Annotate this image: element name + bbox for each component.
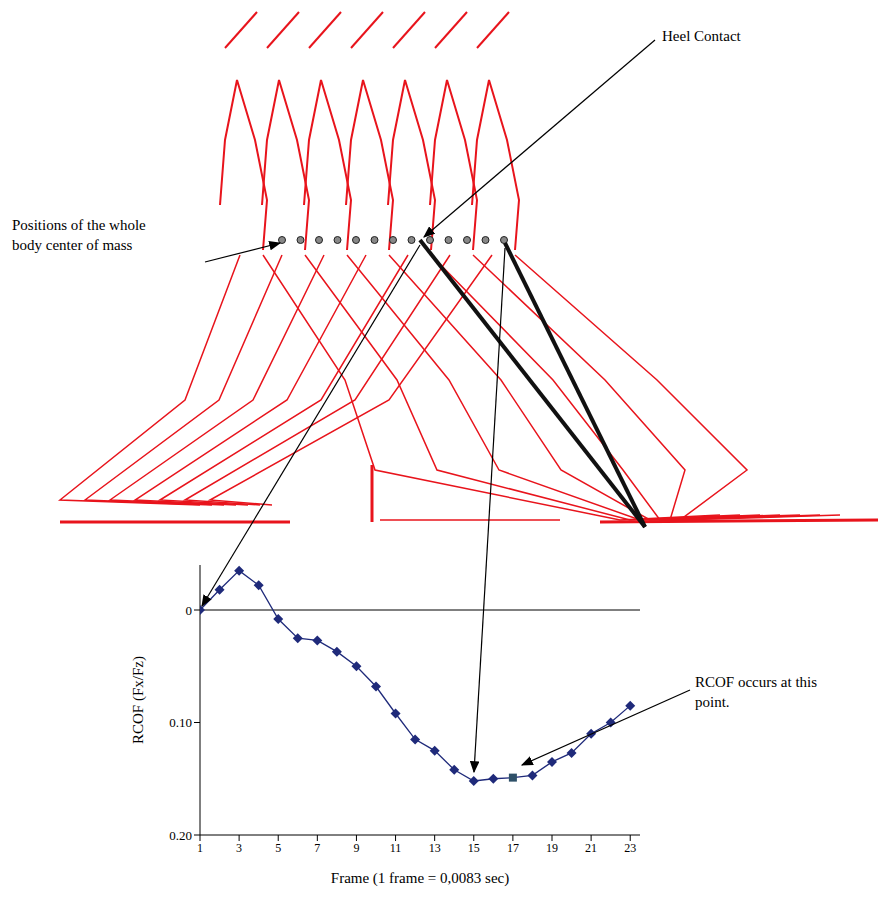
svg-text:0.20: 0.20 xyxy=(169,828,192,843)
svg-text:Frame (1 frame = 0,0083 sec): Frame (1 frame = 0,0083 sec) xyxy=(331,870,509,887)
svg-text:21: 21 xyxy=(585,841,597,855)
svg-text:9: 9 xyxy=(353,841,359,855)
svg-text:7: 7 xyxy=(314,841,320,855)
svg-text:RCOF (Fx/Fz): RCOF (Fx/Fz) xyxy=(130,656,147,744)
svg-text:23: 23 xyxy=(624,841,636,855)
svg-text:13: 13 xyxy=(429,841,441,855)
svg-text:0: 0 xyxy=(186,603,193,618)
svg-text:15: 15 xyxy=(468,841,480,855)
svg-text:0.10: 0.10 xyxy=(169,715,192,730)
html-text:Positions of the whole body ce: Positions of the whole body center of ma… xyxy=(12,217,146,253)
html-text:RCOF occurs at this point.: RCOF occurs at this point. xyxy=(695,674,818,710)
svg-text:5: 5 xyxy=(275,841,281,855)
svg-text:11: 11 xyxy=(390,841,402,855)
svg-text:17: 17 xyxy=(507,841,519,855)
svg-text:3: 3 xyxy=(236,841,242,855)
svg-text:1: 1 xyxy=(197,841,203,855)
svg-text:19: 19 xyxy=(546,841,558,855)
html-text:Heel Contact: Heel Contact xyxy=(662,28,741,44)
